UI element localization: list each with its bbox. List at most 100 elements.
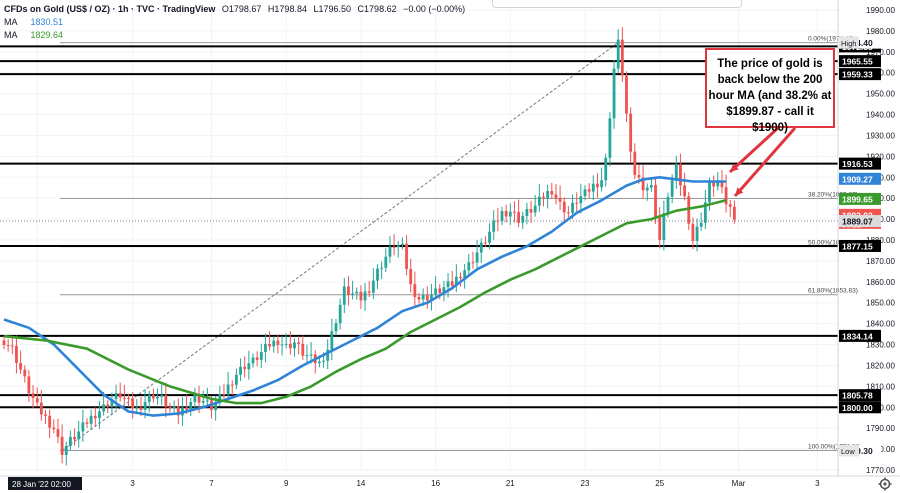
price-bar-body	[724, 187, 728, 205]
price-bar-body	[268, 344, 271, 347]
price-bar-body	[2, 340, 6, 346]
price-bar-body	[197, 393, 201, 403]
price-bar-body	[533, 205, 537, 213]
y-tick-label: 1920.00	[866, 152, 895, 161]
price-bar-body	[728, 204, 732, 207]
price-bar-body	[185, 407, 188, 410]
hline-price-tag	[839, 239, 881, 252]
price-bar-body	[189, 401, 193, 410]
price-bar-body	[463, 270, 467, 279]
ma1-row[interactable]: MA 1830.51	[4, 16, 465, 29]
price-bar-body	[218, 394, 222, 403]
y-tick-label: 1930.00	[866, 131, 895, 140]
price-bar-body	[695, 226, 699, 241]
crosshair-time-label: 28 Jan '22 02:00	[12, 480, 71, 489]
symbol-title[interactable]: CFDs on Gold (US$ / OZ) · 1h · TVC · Tra…	[4, 4, 216, 14]
top-toolbar-tab[interactable]	[492, 0, 742, 8]
ma2-label: MA	[4, 30, 18, 40]
price-bar-body	[322, 360, 325, 362]
price-bar-body	[309, 354, 313, 356]
price-bar-body	[176, 406, 180, 416]
price-bar-body	[417, 296, 421, 300]
price-bar-body	[135, 407, 139, 409]
price-bar-body	[708, 181, 711, 203]
price-bar-body	[712, 181, 716, 187]
price-bar-body	[425, 294, 429, 301]
price-bar-body	[438, 288, 442, 294]
y-tick-label: 1870.00	[866, 257, 895, 266]
y-tick-label: 1860.00	[866, 278, 895, 287]
ma2-row[interactable]: MA 1829.64	[4, 29, 465, 42]
price-bar-body	[35, 397, 39, 403]
price-bar-body	[525, 209, 529, 216]
price-bar-body	[6, 345, 10, 347]
price-bar-body	[550, 191, 554, 195]
price-bar-body	[575, 202, 579, 204]
crosshair-time-tag	[8, 477, 82, 490]
price-bar-body	[571, 202, 574, 213]
y-tick-label: 1850.00	[866, 299, 895, 308]
x-tick-label: 3	[815, 479, 820, 488]
price-bar-body	[604, 157, 608, 181]
price-bar-body	[351, 293, 354, 296]
gear-icon[interactable]	[878, 477, 892, 491]
y-tick-label: 1810.00	[866, 382, 895, 391]
price-bar-body	[73, 436, 76, 440]
price-bar-body	[305, 355, 309, 357]
price-tag-label: 1889.07	[842, 217, 873, 227]
open-value: O1798.67	[221, 4, 262, 14]
hline-price-tag	[839, 55, 881, 68]
fib-level-label: 50.00%(1876.85)	[808, 240, 858, 247]
price-bar-body	[554, 194, 558, 199]
price-bar-body	[492, 220, 496, 232]
price-bar-body	[334, 323, 338, 332]
price-bar-body	[500, 210, 504, 221]
price-bar-body	[679, 164, 682, 186]
price-bar-body	[259, 351, 263, 360]
price-bar-body	[110, 398, 114, 407]
price-bar-body	[471, 262, 475, 264]
ma2-value: 1829.64	[30, 30, 64, 40]
price-bar-body	[152, 395, 155, 399]
price-axis[interactable]: 1770.001780.001790.001800.001810.001820.…	[837, 0, 895, 476]
price-bar-body	[650, 184, 653, 188]
x-tick-label: 7	[209, 479, 214, 488]
y-tick-label: 1770.00	[866, 466, 895, 475]
hline-price-label: 1965.55	[842, 57, 873, 67]
hline-price-label: 1800.00	[842, 403, 873, 413]
price-bar-body	[529, 209, 533, 213]
price-bar-body	[81, 422, 85, 432]
x-tick-label: 16	[431, 479, 440, 488]
price-bar-body	[367, 291, 371, 293]
price-bar-body	[537, 196, 541, 206]
price-bar-body	[10, 345, 14, 347]
price-bar-body	[214, 402, 218, 411]
price-bar-body	[446, 281, 450, 288]
price-bar-body	[670, 180, 674, 197]
time-axis[interactable]: Feb3791416212325Mar328 Jan '22 02:00	[0, 475, 900, 490]
hline-price-tag	[839, 389, 881, 402]
price-bar-body	[156, 396, 159, 399]
change-value: −0.00 (−0.00%)	[403, 4, 466, 14]
price-bar-body	[467, 262, 471, 271]
price-bar-body	[388, 246, 392, 257]
price-tag-label: 1899.65	[842, 194, 873, 204]
y-tick-label: 1950.00	[866, 90, 895, 99]
price-bar-body	[479, 242, 483, 253]
price-bar-body	[442, 287, 446, 294]
price-bar-body	[205, 400, 209, 402]
price-bar-body	[504, 210, 508, 217]
price-bar-body	[247, 363, 251, 370]
price-bar-body	[276, 340, 280, 346]
x-tick-label: 25	[655, 479, 664, 488]
price-bar-body	[127, 397, 130, 399]
price-bar-body	[716, 180, 720, 187]
price-bar-body	[193, 393, 197, 402]
price-bar-body	[620, 39, 624, 76]
chart-legend: CFDs on Gold (US$ / OZ) · 1h · TVC · Tra…	[4, 3, 465, 42]
price-bar-body	[645, 187, 649, 191]
price-bar-body	[421, 294, 425, 300]
price-bar-body	[625, 75, 628, 114]
price-bar-body	[347, 286, 350, 296]
